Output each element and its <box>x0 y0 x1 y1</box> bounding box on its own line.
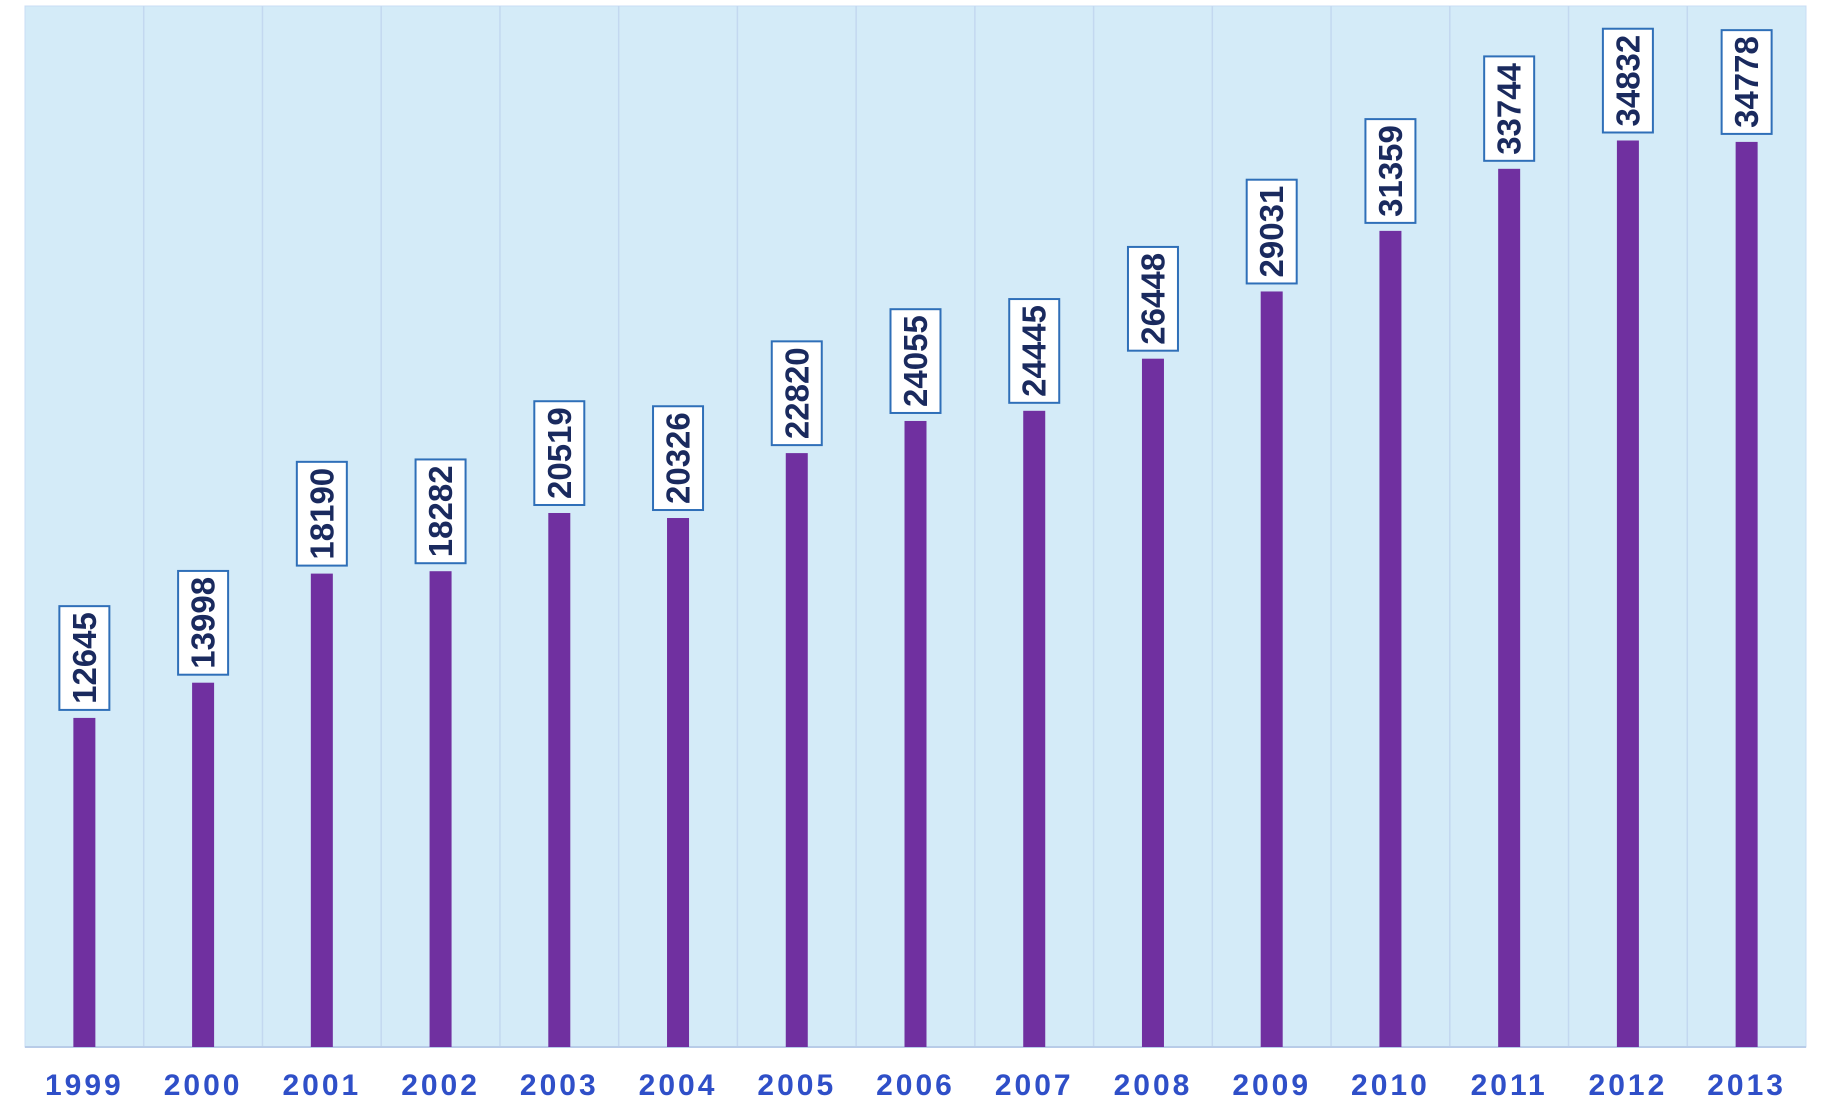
value-label: 26448 <box>1134 253 1171 345</box>
data-label: 33744 <box>1483 55 1536 162</box>
label-box <box>1245 178 1298 285</box>
x-tick-label: 2001 <box>282 1069 361 1102</box>
bar <box>1141 358 1164 1047</box>
data-label: 13998 <box>177 569 230 676</box>
bar <box>1498 168 1521 1048</box>
bar <box>310 573 333 1047</box>
label-box <box>1601 27 1654 134</box>
value-label: 29031 <box>1253 186 1290 278</box>
bar <box>1023 410 1046 1048</box>
data-label: 20519 <box>533 400 586 506</box>
x-tick-label: 2008 <box>1114 1069 1193 1102</box>
label-box <box>414 458 467 565</box>
data-label: 26448 <box>1126 245 1179 352</box>
data-label: 34778 <box>1720 29 1773 135</box>
label-box <box>177 569 230 676</box>
x-tick-label: 2013 <box>1707 1069 1786 1102</box>
value-label: 33744 <box>1491 62 1528 154</box>
bar <box>192 682 215 1047</box>
value-label: 24055 <box>897 315 934 407</box>
value-label: 31359 <box>1372 125 1409 217</box>
bar <box>429 571 452 1047</box>
data-label: 24445 <box>1008 298 1061 404</box>
x-tick-label: 2000 <box>164 1069 243 1102</box>
data-label: 24055 <box>889 308 942 414</box>
label-box <box>58 605 111 711</box>
bar <box>1379 230 1402 1047</box>
x-tick-label: 2011 <box>1471 1069 1548 1102</box>
value-label: 34778 <box>1728 36 1765 128</box>
value-label: 20326 <box>660 412 697 504</box>
value-label: 12645 <box>66 612 103 704</box>
x-tick-label: 2003 <box>520 1069 599 1102</box>
x-tick-label: 2006 <box>876 1069 955 1102</box>
label-box <box>1720 29 1773 135</box>
value-label: 34832 <box>1609 35 1646 127</box>
data-label: 18190 <box>295 460 348 567</box>
bar <box>73 717 96 1047</box>
x-tick-label: 2009 <box>1232 1069 1311 1102</box>
data-label: 29031 <box>1245 178 1298 285</box>
value-label: 18282 <box>422 465 459 557</box>
bar <box>1260 291 1283 1047</box>
label-box <box>533 400 586 506</box>
label-box <box>1008 298 1061 404</box>
label-box <box>889 308 942 414</box>
data-label: 20326 <box>652 405 705 512</box>
x-tick-label: 2005 <box>757 1069 836 1102</box>
data-label: 34832 <box>1601 27 1654 134</box>
label-box <box>652 405 705 512</box>
bar <box>548 512 571 1047</box>
x-tick-label: 2007 <box>995 1069 1074 1102</box>
data-label: 12645 <box>58 605 111 711</box>
x-tick-label: 2010 <box>1351 1069 1430 1102</box>
label-box <box>1126 245 1179 352</box>
x-tick-label: 1999 <box>45 1069 124 1102</box>
bar <box>904 420 927 1047</box>
bar <box>1735 141 1758 1047</box>
x-tick-label: 2002 <box>401 1069 480 1102</box>
label-box <box>770 340 823 447</box>
value-label: 22820 <box>778 347 815 439</box>
data-label: 31359 <box>1364 118 1417 224</box>
x-tick-label: 2012 <box>1589 1069 1668 1102</box>
value-label: 18190 <box>303 468 340 560</box>
data-label: 22820 <box>770 340 823 447</box>
value-label: 13998 <box>185 577 222 669</box>
value-label: 24445 <box>1016 305 1053 397</box>
bar <box>667 518 690 1047</box>
x-tick-label: 2004 <box>639 1069 718 1102</box>
data-label: 18282 <box>414 458 467 565</box>
label-box <box>295 460 348 567</box>
label-box <box>1483 55 1536 162</box>
bar <box>1616 140 1639 1047</box>
value-label: 20519 <box>541 407 578 499</box>
label-box <box>1364 118 1417 224</box>
bar <box>785 453 808 1047</box>
